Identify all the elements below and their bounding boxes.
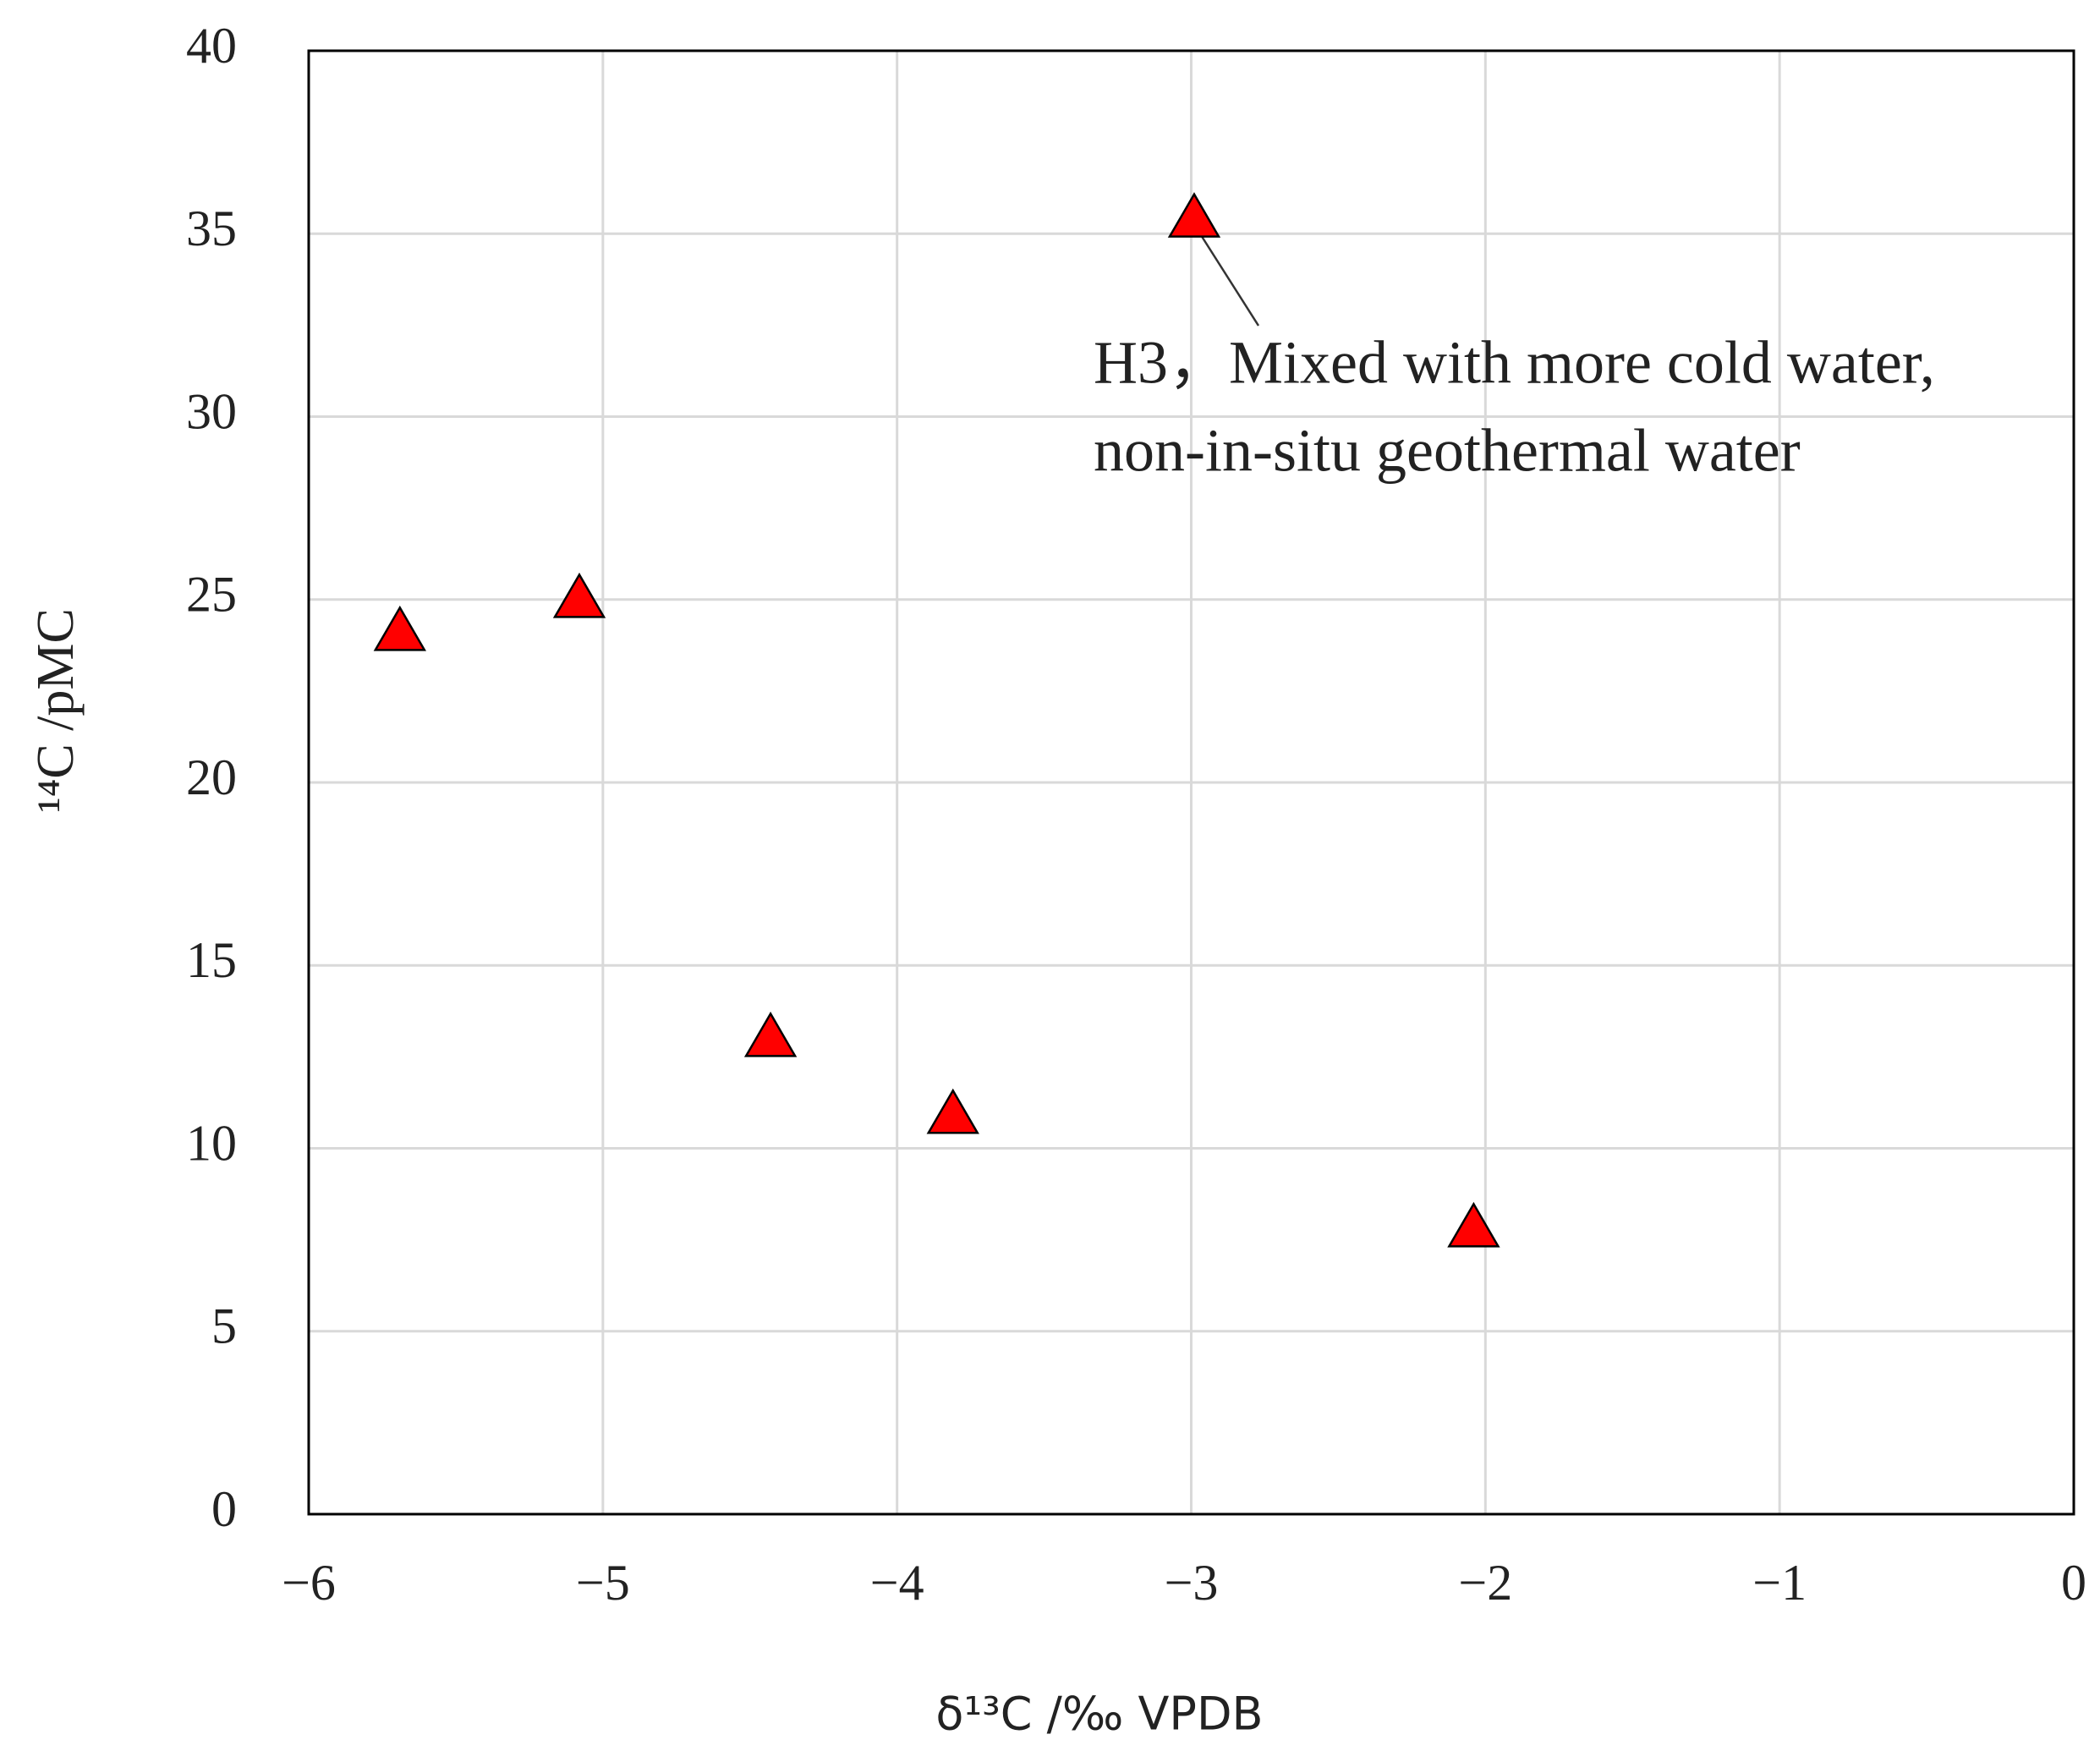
y-tick-label: 40 bbox=[186, 18, 237, 74]
marker bbox=[1447, 1201, 1500, 1248]
y-tick-label: 0 bbox=[211, 1481, 237, 1537]
y-tick-label: 30 bbox=[186, 383, 237, 439]
y-tick-label: 5 bbox=[211, 1298, 237, 1354]
x-tick-label: −2 bbox=[1458, 1555, 1512, 1611]
marker bbox=[743, 1011, 798, 1057]
x-tick-label: −3 bbox=[1165, 1555, 1219, 1611]
marker bbox=[552, 572, 606, 618]
x-tick-label: −4 bbox=[870, 1555, 924, 1611]
marker bbox=[1167, 192, 1221, 238]
x-tick-label: 0 bbox=[2061, 1555, 2086, 1611]
y-axis-label: ¹⁴C /pMC bbox=[27, 608, 85, 813]
plot-frame bbox=[307, 49, 2075, 1516]
x-tick-label: −5 bbox=[576, 1555, 630, 1611]
x-axis-label: δ¹³C /‰ VPDB bbox=[935, 1688, 1263, 1741]
marker bbox=[926, 1088, 979, 1134]
x-tick-label: −6 bbox=[282, 1555, 336, 1611]
annotation: non-in-situ geothermal water bbox=[1094, 417, 1801, 485]
y-tick-label: 35 bbox=[186, 200, 237, 256]
y-tick-label: 10 bbox=[186, 1115, 237, 1171]
annotation: H3，Mixed with more cold water, bbox=[1094, 329, 1935, 397]
marker bbox=[373, 605, 426, 651]
y-tick-label: 15 bbox=[186, 932, 237, 988]
x-tick-label: −1 bbox=[1752, 1555, 1807, 1611]
y-tick-label: 20 bbox=[186, 749, 237, 805]
y-tick-label: 25 bbox=[186, 567, 237, 623]
annotation-leader bbox=[1199, 234, 1260, 327]
